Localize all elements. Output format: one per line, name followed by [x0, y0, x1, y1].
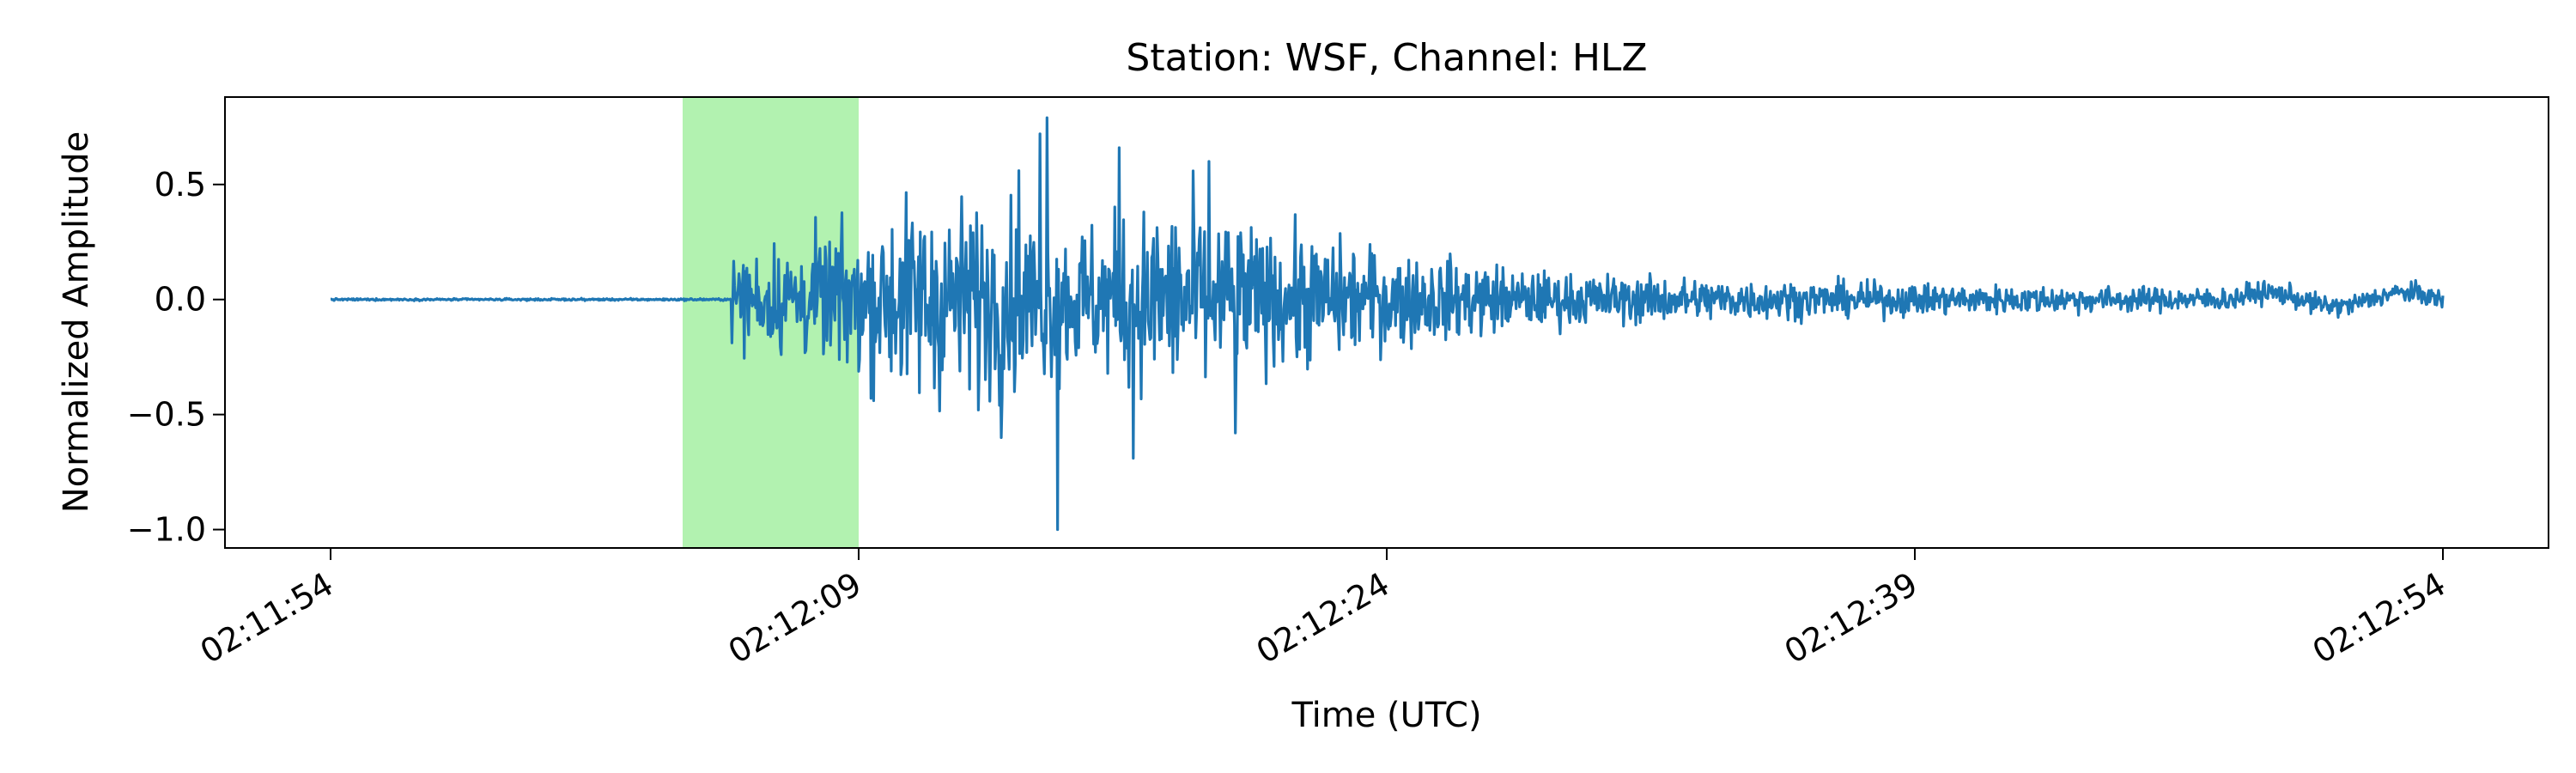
- waveform-line: [330, 116, 2445, 532]
- series-layer: [330, 116, 2445, 532]
- plot-area: [330, 116, 2445, 532]
- y-tick-label: 0.5: [155, 166, 206, 204]
- y-tick-label: −0.5: [127, 396, 206, 434]
- x-axis-label: Time (UTC): [1291, 696, 1481, 735]
- y-tick-label: 0.0: [155, 281, 206, 319]
- y-tick-label: −1.0: [127, 511, 206, 549]
- y-axis: 0.5 0.0 −0.5 −1.0: [127, 166, 225, 549]
- y-axis-label: Normalized Amplitude: [57, 131, 96, 514]
- chart-title: Station: WSF, Channel: HLZ: [1126, 36, 1647, 80]
